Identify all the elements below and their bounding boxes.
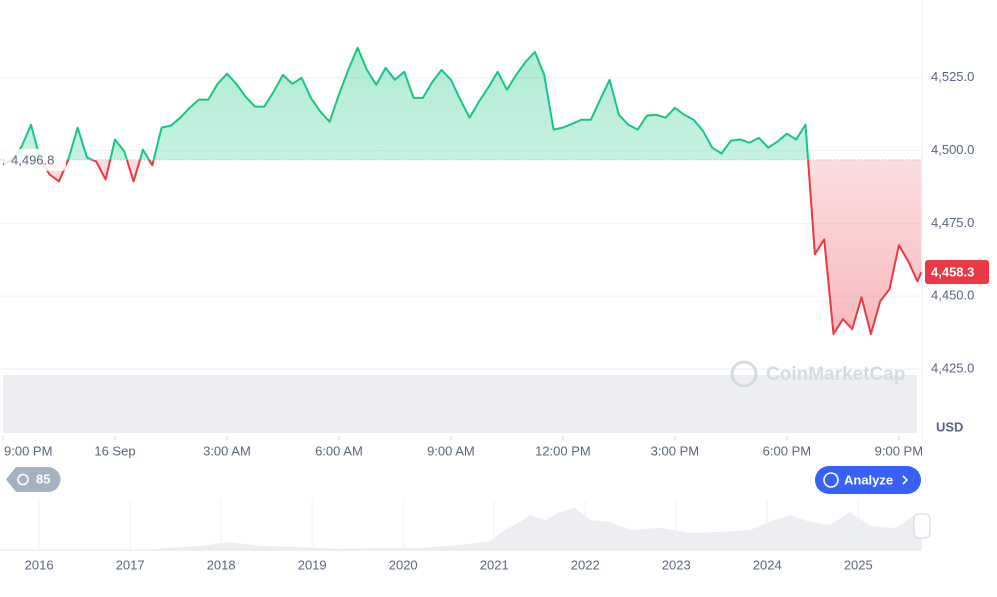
volume-band xyxy=(3,375,917,433)
navigator-tick-label: 2023 xyxy=(662,557,691,572)
x-tick-label: 6:00 AM xyxy=(315,443,363,458)
plot: 4,496.8 xyxy=(0,46,922,335)
navigator-tick-label: 2022 xyxy=(571,557,600,572)
line-up xyxy=(9,46,810,160)
price-badge-label: 4,458.3 xyxy=(931,264,974,279)
navigator-tick-label: 2021 xyxy=(480,557,509,572)
navigator-tick-label: 2016 xyxy=(25,557,54,572)
navigator-tick-label: 2018 xyxy=(207,557,236,572)
line-down xyxy=(2,159,922,335)
navigator-tick-label: 2024 xyxy=(753,557,782,572)
navigator-tick-label: 2019 xyxy=(298,557,327,572)
badge-text: 85 xyxy=(36,471,50,486)
navigator-handle[interactable] xyxy=(913,513,931,539)
y-tick-label: 4,450.0 xyxy=(931,288,974,303)
x-tick-label: 16 Sep xyxy=(94,443,135,458)
badge-shape xyxy=(6,467,61,492)
y-tick-label: 4,500.0 xyxy=(931,142,974,157)
navigator: 2016 2017 2018 2019 2020 2021 2022 2023 2024 2025 xyxy=(0,500,931,572)
history-badge[interactable]: 85 xyxy=(6,467,61,492)
navigator-tick-label: 2020 xyxy=(389,557,418,572)
analyze-button[interactable]: Analyze xyxy=(815,466,921,494)
watermark-text: CoinMarketCap xyxy=(766,364,905,385)
x-tick-label: 9:00 PM xyxy=(875,443,923,458)
x-tick-label: 3:00 PM xyxy=(651,443,699,458)
area-up xyxy=(3,47,922,160)
x-tick-label: 3:00 AM xyxy=(203,443,251,458)
x-tick-label: 9:00 PM xyxy=(4,443,52,458)
baseline-label: 4,496.8 xyxy=(11,152,54,167)
x-tick-label: 12:00 PM xyxy=(535,443,591,458)
x-tick-label: 6:00 PM xyxy=(763,443,811,458)
area-down xyxy=(3,159,922,334)
button-shape xyxy=(815,466,921,494)
button-label: Analyze xyxy=(844,472,893,487)
navigator-tick-label: 2025 xyxy=(844,557,873,572)
navigator-tick-label: 2017 xyxy=(116,557,145,572)
x-tick-label: 9:00 AM xyxy=(427,443,475,458)
y-tick-label: 4,475.0 xyxy=(931,215,974,230)
y-tick-label: 4,525.0 xyxy=(931,69,974,84)
y-unit: USD xyxy=(936,419,963,434)
watermark: CoinMarketCap xyxy=(730,360,905,388)
y-tick-label: 4,425.0 xyxy=(931,360,974,375)
navigator-area xyxy=(0,508,922,550)
baseline-label-bg xyxy=(4,148,66,171)
price-badge xyxy=(925,259,989,284)
